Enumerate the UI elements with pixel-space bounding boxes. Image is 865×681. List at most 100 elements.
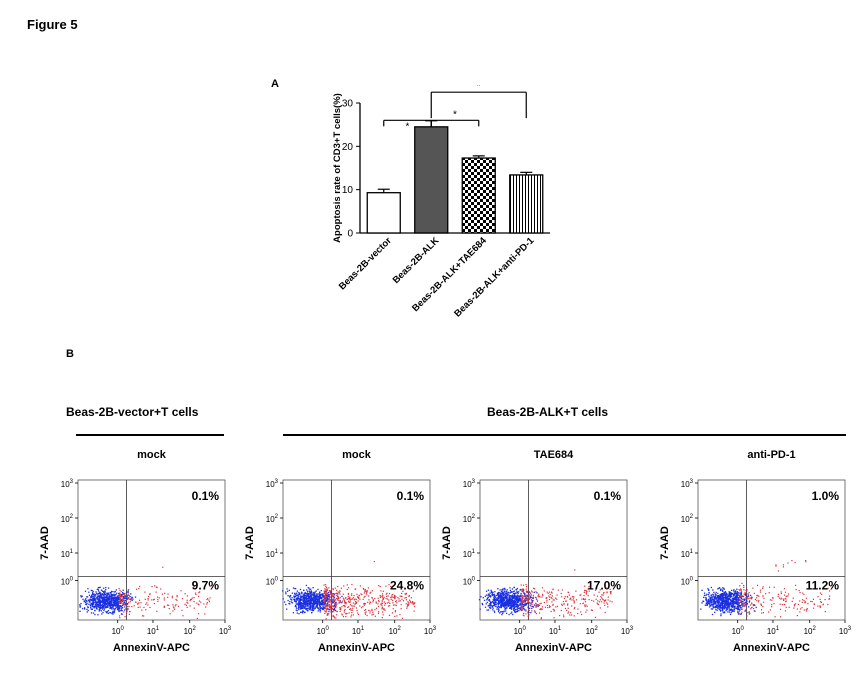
cell-point: [327, 601, 330, 603]
cell-point: [369, 601, 371, 603]
cell-point: [520, 594, 522, 596]
cell-point: [529, 596, 532, 598]
cell-point: [121, 595, 123, 597]
cell-point: [136, 588, 138, 590]
cell-point: [805, 561, 807, 563]
cell-point: [117, 596, 120, 599]
cell-point: [721, 600, 724, 602]
cell-point: [335, 614, 338, 616]
cell-point: [711, 597, 714, 599]
cell-point: [128, 613, 131, 615]
cell-point: [383, 609, 385, 611]
cell-point: [386, 598, 389, 600]
cell-point: [807, 603, 809, 605]
cell-point: [414, 602, 416, 604]
cell-point: [498, 602, 500, 604]
condition-label: TAE684: [534, 449, 574, 461]
cell-point: [525, 590, 527, 592]
cell-point: [302, 604, 305, 606]
cell-point: [407, 603, 409, 605]
cell-point: [354, 603, 357, 605]
cell-point: [365, 611, 367, 613]
cell-point: [384, 604, 386, 606]
cell-point: [100, 593, 103, 595]
cell-point: [813, 603, 815, 605]
cell-point: [122, 603, 124, 605]
cell-point: [803, 593, 805, 596]
cell-point: [298, 608, 300, 611]
cell-point: [296, 609, 298, 612]
cell-point: [340, 609, 342, 611]
cell-point: [513, 586, 515, 589]
cell-point: [517, 598, 519, 600]
cell-point: [326, 598, 328, 600]
cell-point: [556, 594, 558, 596]
cell-point: [727, 605, 729, 608]
cell-point: [104, 604, 106, 606]
cell-point: [346, 588, 348, 591]
cell-point: [598, 601, 601, 603]
cell-point: [118, 615, 121, 617]
cell-point: [115, 604, 118, 607]
cell-point: [320, 596, 323, 599]
cell-point: [394, 601, 397, 603]
cell-point: [388, 593, 391, 595]
cell-point: [781, 603, 783, 606]
cell-point: [113, 612, 115, 614]
cell-point: [772, 597, 774, 599]
cell-point: [489, 596, 492, 598]
y-axis-label: 7-AAD: [659, 526, 671, 560]
cell-point: [768, 611, 770, 613]
cell-point: [759, 591, 762, 593]
cell-point: [105, 603, 107, 605]
cell-point: [407, 604, 410, 606]
cell-point: [326, 614, 328, 616]
cell-point: [528, 594, 530, 596]
cell-point: [521, 598, 523, 600]
cell-point: [339, 600, 341, 602]
cell-point: [752, 587, 754, 589]
cell-point: [542, 594, 544, 597]
cell-point: [344, 608, 346, 611]
cell-point: [793, 607, 795, 609]
cell-point: [147, 595, 150, 598]
cell-point: [118, 594, 120, 596]
cell-point: [306, 590, 309, 593]
cell-point: [732, 595, 735, 597]
cell-point: [166, 604, 169, 606]
cell-point: [563, 597, 566, 600]
cell-point: [388, 599, 390, 601]
cell-point: [710, 586, 713, 589]
cell-point: [318, 593, 320, 595]
cell-point: [111, 598, 113, 600]
cell-point: [321, 593, 323, 595]
cell-point: [151, 599, 153, 601]
cell-point: [143, 606, 145, 609]
cell-point: [492, 594, 494, 596]
cell-point: [723, 606, 726, 608]
cell-point: [310, 592, 312, 595]
cell-point: [525, 584, 527, 586]
cell-point: [348, 608, 351, 611]
cell-point: [602, 594, 604, 596]
cell-point: [101, 597, 103, 600]
cell-point: [310, 593, 312, 596]
cell-point: [492, 609, 494, 611]
cell-point: [197, 613, 200, 615]
cell-point: [496, 599, 498, 601]
cell-point: [811, 600, 813, 603]
cell-point: [300, 597, 302, 599]
cell-point: [328, 596, 330, 598]
cell-point: [98, 598, 100, 600]
cell-point: [502, 592, 504, 594]
cell-point: [167, 593, 169, 595]
cell-point: [98, 595, 100, 598]
cell-point: [375, 602, 377, 604]
cell-point: [285, 591, 287, 593]
cell-point: [500, 604, 502, 607]
cell-point: [527, 606, 529, 608]
cell-point: [730, 604, 732, 606]
cell-point: [763, 597, 765, 599]
cell-point: [582, 598, 585, 600]
quadrant-lower-right-value: 9.7%: [192, 579, 220, 593]
